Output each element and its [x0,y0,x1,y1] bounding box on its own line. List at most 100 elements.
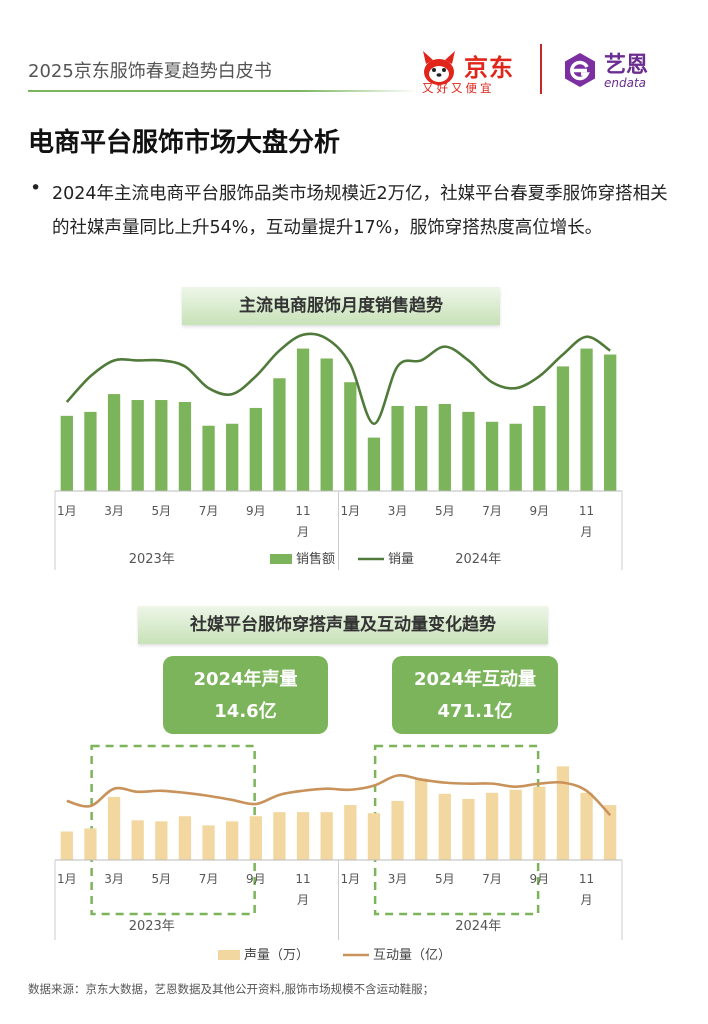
jd-logo-text: 京东 [464,54,514,82]
tick-label-9: 9月 [246,504,266,518]
page-title: 电商平台服饰市场大盘分析 [28,128,341,158]
bar-5 [155,400,168,491]
bar-3 [107,796,121,860]
bar-13 [344,805,357,860]
tick-label-23: 11 [579,504,594,518]
chart1-title: 主流电商服饰月度销售趋势 [182,287,500,325]
bar-6 [178,816,192,860]
bar-18 [462,411,475,491]
group-label-1: 2023年 [129,552,175,567]
bar-23 [580,348,593,491]
bar-22 [556,366,570,491]
tick-label-9: 9月 [246,872,266,886]
tick-label-5: 5月 [151,872,171,886]
tick-label-17: 5月 [435,872,455,886]
tick-label-21: 9月 [529,872,549,886]
legend-line-label: 互动量（亿） [373,948,451,963]
tick-label-11-unit: 月 [297,893,309,907]
bar-23 [580,792,593,860]
bar-16 [415,778,428,860]
tick-label-23: 11 [579,872,594,886]
bar-20 [509,789,522,860]
bar-22 [556,766,570,860]
social-trend-chart: 1月 3月 5月 7月 9月 11 月 1月 3月 5月 7月 9月 11 月 2023年 2024年声量（万… [54,744,623,963]
bar-21 [533,786,546,860]
group-label-2: 2024年 [455,919,501,934]
volume-stat-card: 2024年声量 14.6亿 [163,656,328,734]
endata-logo-en: endata [604,76,647,90]
tick-label-7: 7月 [199,872,219,886]
bar-10 [273,812,286,860]
bar-8 [226,423,239,491]
endata-logo-icon [565,53,595,87]
bar-12 [320,812,333,860]
tick-label-11: 11 [295,872,310,886]
series-line [65,332,611,426]
sales-trend-chart: 1月 3月 5月 7月 9月 11 月 1月 3月 5月 7月 9月 11 月 2023年 2024年 销售额 销… [54,332,623,570]
tick-label-17: 5月 [435,504,455,518]
bar-10 [273,378,286,491]
group-label-1: 2023年 [129,919,175,934]
group-label-2: 2024年 [455,552,501,567]
bar-5 [155,821,168,860]
header-rule-fade [298,90,418,92]
bar-6 [178,402,192,491]
tick-label-21: 9月 [529,504,549,518]
tick-label-3: 3月 [104,504,124,518]
bar-14 [367,813,381,860]
jd-dog-mascot-icon [423,51,455,85]
legend-bar-label: 销售额 [296,551,335,567]
bar-2 [84,828,97,860]
bar-9 [249,816,262,860]
tick-label-1: 1月 [57,504,77,518]
tick-label-19: 7月 [482,504,502,518]
intro-paragraph: 2024年主流电商平台服饰品类市场规模近2万亿，社媒平台春夏季服饰穿搭相关的社媒… [52,184,668,238]
tick-label-3: 3月 [104,872,124,886]
report-title: 2025京东服饰春夏趋势白皮书 [28,61,272,82]
interaction-stat-value: 471.1亿 [437,701,513,722]
bar-8 [226,821,239,860]
bar-17 [438,793,451,860]
legend-line-label: 销量 [388,552,414,567]
bar-1 [60,831,73,860]
tick-label-5: 5月 [151,504,171,518]
volume-stat-label: 2024年声量 [193,669,298,690]
bar-1 [60,415,73,491]
chart2-title: 社媒平台服饰穿搭声量及互动量变化趋势 [138,606,548,644]
bar-24 [604,354,617,491]
volume-stat-value: 14.6亿 [214,701,277,722]
bar-7 [202,825,215,860]
bar-11 [296,348,310,491]
bar-11 [296,812,310,860]
bar-19 [485,421,499,491]
bar-15 [391,405,404,491]
tick-label-15: 3月 [388,504,408,518]
tick-label-11-unit: 月 [297,525,309,539]
bar-9 [249,407,262,491]
legend-bar-label: 声量（万） [244,948,309,963]
logo-divider [540,44,542,94]
tick-label-7: 7月 [199,504,219,518]
tick-label-15: 3月 [388,872,408,886]
bar-4 [131,400,144,491]
legend-bar-swatch [218,950,240,960]
bar-15 [391,800,404,860]
bar-13 [344,382,357,491]
bar-20 [509,423,522,491]
bar-12 [320,358,333,491]
bar-19 [485,792,499,860]
series-line [66,774,612,817]
tick-label-13: 1月 [340,872,360,886]
tick-label-11: 11 [295,504,310,518]
tick-label-23-unit: 月 [581,893,593,907]
header-rule [28,90,298,92]
tick-label-23-unit: 月 [581,525,593,539]
bar-21 [533,405,546,491]
interaction-stat-card: 2024年互动量 471.1亿 [392,656,558,734]
bar-4 [131,820,144,860]
tick-label-1: 1月 [57,872,77,886]
tick-label-19: 7月 [482,872,502,886]
bar-3 [107,394,121,491]
legend-bar-swatch [270,554,292,564]
bar-7 [202,425,215,491]
